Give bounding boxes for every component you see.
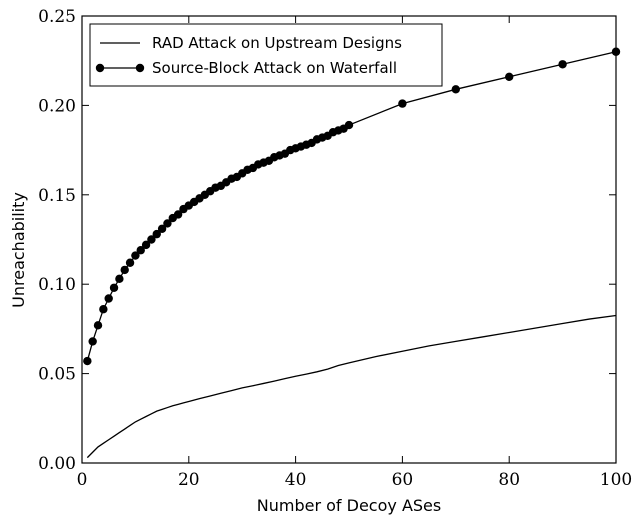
- x-axis-title: Number of Decoy ASes: [257, 496, 441, 515]
- data-point: [558, 60, 567, 69]
- series-layer: [83, 47, 621, 459]
- x-tick-label: 40: [285, 470, 307, 490]
- x-tick-label: 20: [178, 470, 200, 490]
- data-point: [104, 294, 113, 303]
- data-point: [136, 246, 145, 255]
- data-point: [505, 72, 514, 81]
- data-point: [141, 240, 151, 250]
- legend-box: [89, 23, 443, 87]
- data-point: [157, 224, 167, 233]
- y-tick-label: 0.20: [38, 96, 76, 116]
- data-point: [152, 229, 161, 239]
- data-point: [163, 219, 172, 228]
- y-tick-label: 0.05: [38, 365, 76, 385]
- legend: RAD Attack on Upstream Designs Source-Blo…: [89, 23, 443, 87]
- legend-label-2: Source-Block Attack on Waterfall: [152, 59, 397, 77]
- y-axis-title: Unreachability: [9, 192, 28, 308]
- plot-area: [81, 15, 617, 464]
- data-point: [99, 305, 108, 314]
- data-point: [344, 120, 354, 130]
- y-tick-label: 0.25: [38, 7, 76, 27]
- data-point: [93, 321, 103, 330]
- data-point: [83, 356, 92, 366]
- axes: 0 20 40 60 80 100 0.00 0.05 0.10 0.15 0.20 0.25: [38, 7, 632, 490]
- legend-label-1: RAD Attack on Upstream Designs: [152, 34, 402, 52]
- y-tick-label: 0.15: [38, 186, 76, 206]
- data-point: [451, 85, 460, 94]
- y-tick-label: 0.00: [38, 454, 76, 474]
- legend-marker: [95, 63, 105, 73]
- data-point: [88, 337, 97, 346]
- x-tick-label: 0: [77, 470, 88, 490]
- data-point: [173, 210, 183, 219]
- data-point: [398, 99, 407, 108]
- x-tick-label: 100: [600, 470, 632, 490]
- series-line-1: [86, 314, 617, 459]
- x-tick-label: 60: [392, 470, 414, 490]
- plot-frame: [81, 15, 617, 464]
- data-point: [109, 283, 119, 292]
- data-point: [147, 235, 156, 244]
- y-tick-label: 0.10: [38, 275, 76, 295]
- x-tick-label: 80: [498, 470, 520, 490]
- data-point: [125, 258, 135, 267]
- data-point: [131, 251, 140, 260]
- series-line-2: [86, 51, 617, 362]
- data-point: [115, 274, 124, 284]
- legend-marker: [135, 63, 145, 73]
- data-point: [120, 265, 129, 275]
- data-point: [611, 47, 621, 56]
